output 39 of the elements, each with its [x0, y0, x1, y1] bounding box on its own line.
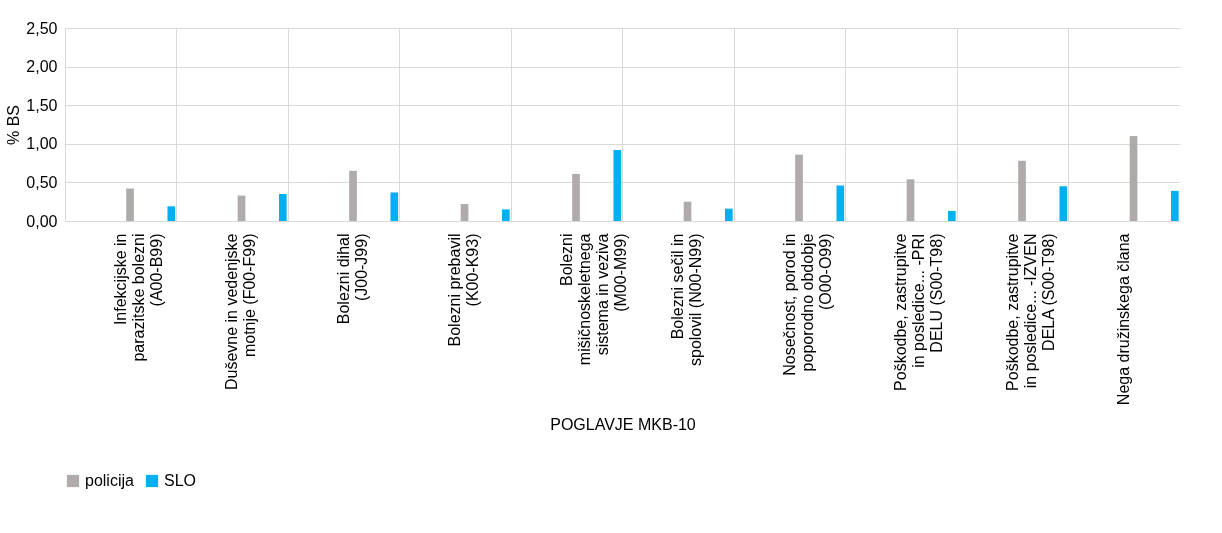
bar [683, 201, 692, 221]
bar [1059, 186, 1068, 221]
y-tick-label: 1,50 [26, 96, 58, 114]
bar [795, 154, 803, 221]
x-tick-label: Nega družinskega člana [1115, 233, 1133, 406]
legend-label: SLO [164, 472, 197, 489]
bar [460, 204, 469, 221]
bar [906, 179, 915, 221]
x-tick-label: Bolezni mišičnoskeletnega sistema in veziva (M00-M99) [557, 233, 629, 366]
x-tick-label: Bolezni prebavil (K00-K93) [446, 233, 482, 347]
x-tick-label: Bolezni dihal (J00-J99) [334, 233, 370, 325]
bar [167, 206, 176, 221]
x-tick-label: Nosečnost, porod in poporodno obdobje (O00-O99) [780, 233, 834, 376]
bar [947, 210, 956, 221]
bar [126, 188, 134, 221]
y-tick-label: 0,00 [26, 212, 58, 230]
x-axis-title: POGLAVJE MKB-10 [550, 416, 696, 434]
y-tick-label: 2,50 [26, 19, 58, 37]
bar [1018, 160, 1026, 221]
bar [1129, 136, 1138, 221]
bar [1170, 190, 1179, 221]
y-tick-label: 0,50 [26, 173, 58, 191]
x-tick-label: Infekcijske in parazitske bolezni (A00-B99) [111, 233, 165, 362]
x-tick-label: Poškodbe, zastrupitve in posledice... -IZVEN DELA (S00-T98) [1003, 233, 1057, 391]
x-tick-label: Poškodbe, zastrupitve in posledice... -PRI DELU (S00-T98) [892, 233, 946, 391]
x-tick-label: Bolezni sečil in spolovil (N00-N99) [669, 233, 705, 366]
bar [278, 193, 287, 221]
x-tick-label: Duševne in vedenjske motnje (F00-F99) [223, 233, 259, 391]
bar [501, 209, 510, 221]
bar [724, 208, 733, 221]
y-axis-title: % BS [5, 104, 23, 146]
y-tick-label: 1,00 [26, 135, 58, 153]
bar [390, 192, 399, 221]
bar [836, 185, 845, 221]
bar [349, 170, 357, 221]
legend-label: policija [85, 472, 135, 489]
bar [613, 149, 622, 221]
bar [572, 173, 580, 221]
y-tick-label: 2,00 [26, 58, 58, 76]
